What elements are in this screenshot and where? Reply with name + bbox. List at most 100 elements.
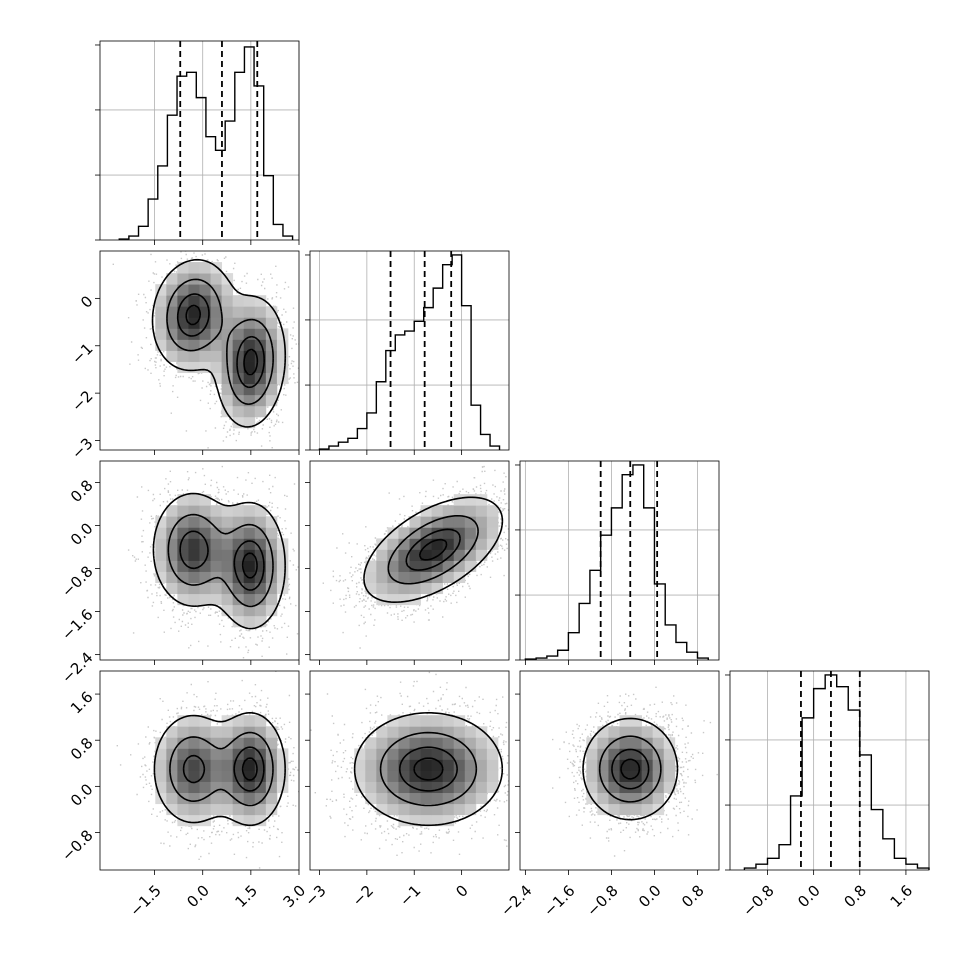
density-cell	[232, 505, 245, 517]
density-cell	[232, 582, 245, 595]
density-cell	[641, 781, 654, 794]
density-cell	[243, 737, 256, 749]
density-cell	[188, 339, 200, 351]
density-cell	[232, 770, 245, 782]
density-cell	[166, 781, 178, 794]
density-cell	[177, 803, 189, 816]
density-cell	[431, 516, 444, 528]
density-cell	[232, 781, 245, 794]
density-cell	[177, 593, 189, 606]
density-cell	[243, 759, 256, 771]
density-cell	[199, 759, 211, 771]
density-cell	[210, 306, 223, 318]
x-tick-label-3-2: 0.8	[840, 882, 870, 912]
density-cell	[254, 328, 267, 340]
density-cell	[475, 737, 488, 749]
density-cell	[398, 582, 410, 595]
x-tick-label-2-3: 0.0	[635, 882, 665, 912]
density-cell	[652, 792, 665, 805]
density-cell	[486, 770, 499, 782]
density-cell	[199, 571, 211, 584]
density-cell	[265, 394, 278, 407]
density-cell	[409, 516, 421, 528]
density-cell	[155, 284, 167, 296]
density-cell	[453, 715, 466, 727]
density-cell	[166, 549, 178, 561]
density-cell	[254, 615, 267, 628]
density-cell	[232, 405, 245, 418]
density-cell	[155, 295, 167, 307]
density-cell	[376, 759, 388, 771]
density-cell	[243, 306, 256, 318]
density-cell	[199, 593, 211, 606]
density-cell	[420, 770, 433, 782]
density-cell	[221, 306, 234, 318]
x-tick-label-1-1: −2	[349, 882, 377, 910]
x-tick-label-2-4: 0.8	[678, 882, 708, 912]
x-tick-label-1-3: 0	[452, 882, 471, 901]
x-tick-label-0-0: −1.5	[126, 882, 164, 920]
density-cell	[188, 317, 200, 329]
density-cell	[265, 770, 278, 782]
density-cell	[155, 737, 167, 749]
density-cell	[630, 803, 643, 816]
density-cell	[619, 759, 631, 771]
density-cell	[155, 527, 167, 539]
density-cell	[188, 505, 200, 517]
contour-level-1	[169, 731, 274, 807]
scatter-panel-2-3: −2.4 −1.6 −0.8 0.0 0.8	[497, 670, 720, 920]
density-cell	[619, 803, 631, 816]
density-cell	[221, 803, 234, 816]
density-cell	[254, 538, 267, 550]
density-cell	[265, 726, 278, 738]
hist-panel-3: −0.8 0.0 0.8 1.6	[725, 670, 930, 920]
density-cell	[199, 284, 211, 296]
contour-level-0	[151, 258, 287, 428]
density-cell	[243, 527, 256, 539]
density-cell	[398, 538, 410, 550]
density-cell	[243, 748, 256, 760]
density-cell	[398, 803, 410, 816]
density-cell	[188, 759, 200, 771]
density-cell	[431, 737, 444, 749]
density-cell	[453, 770, 466, 782]
density-cell	[409, 792, 421, 805]
density-cell	[210, 759, 223, 771]
density-cell	[188, 582, 200, 595]
density-cell	[442, 516, 455, 528]
density-cell	[221, 792, 234, 805]
density-cell	[243, 803, 256, 816]
density-cell	[354, 759, 366, 771]
density-cell	[155, 306, 167, 318]
density-cell	[210, 516, 223, 528]
density-cell	[387, 527, 399, 539]
density-cell	[210, 339, 223, 351]
density-cell	[177, 361, 189, 374]
density-cell	[265, 560, 278, 572]
density-cell	[431, 759, 444, 771]
density-cell	[652, 748, 665, 760]
density-cell	[420, 748, 433, 760]
density-cell	[597, 781, 609, 794]
density-cell	[243, 339, 256, 351]
panel-content	[322, 465, 509, 649]
density-cell	[630, 715, 643, 727]
density-cell	[177, 350, 189, 362]
density-cell	[641, 726, 654, 738]
density-cell	[442, 737, 455, 749]
x-tick-label-1-2: −1	[396, 882, 424, 910]
density-cell	[265, 792, 278, 805]
density-cell	[420, 571, 433, 584]
density-cell	[409, 737, 421, 749]
density-cell	[155, 538, 167, 550]
density-cell	[409, 549, 421, 561]
density-cell	[188, 803, 200, 816]
density-cell	[387, 560, 399, 572]
density-cell	[210, 527, 223, 539]
density-cell	[265, 737, 278, 749]
density-cell	[177, 770, 189, 782]
density-cell	[188, 737, 200, 749]
y-tick-label-1-3: 0	[77, 292, 96, 311]
density-cell	[232, 715, 245, 727]
